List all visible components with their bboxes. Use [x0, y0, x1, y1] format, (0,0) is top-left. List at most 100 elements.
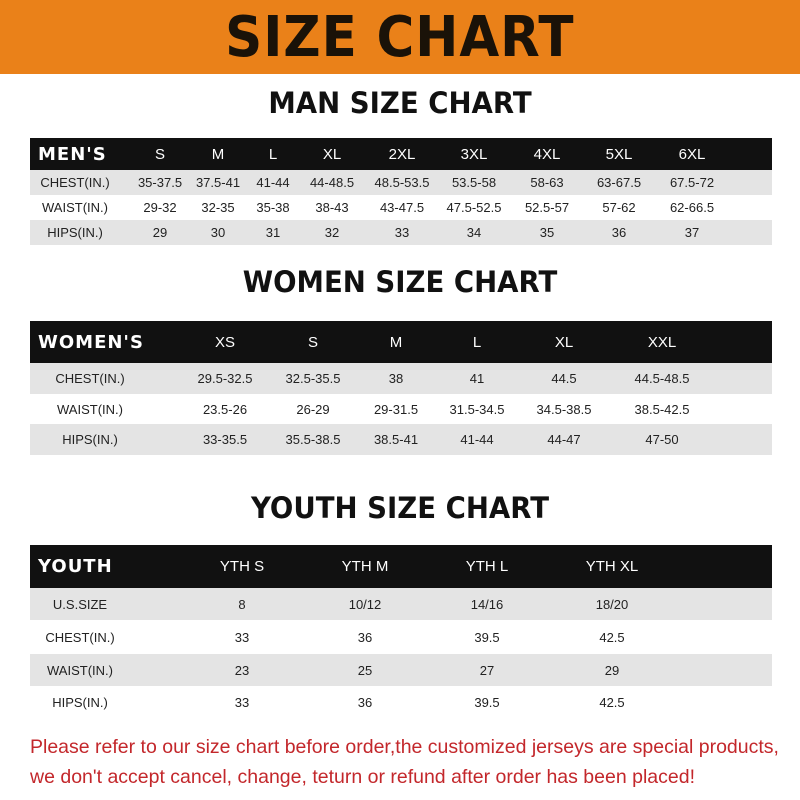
size-value-cell: 8 [238, 596, 246, 612]
size-value-cell: 29 [604, 662, 620, 678]
size-value-cell: 26-29 [296, 401, 330, 417]
table-row: WAIST(IN.) 29-32 32-35 35-38 38-43 43-47.5 47.… [30, 195, 772, 220]
size-header-cell: S [154, 145, 166, 163]
table-row: U.S.SIZE 8 10/12 14/16 18/20 [30, 588, 772, 620]
table-title-cell: YOUTH [38, 556, 113, 577]
size-header-cell: 3XL [460, 145, 488, 163]
size-value-cell: 41 [469, 371, 485, 386]
table-header-row: MEN'S S M L XL 2XL 3XL 4XL 5XL 6XL [30, 138, 772, 170]
table-row: CHEST(IN.) 33 36 39.5 42.5 [30, 620, 772, 654]
size-value-cell: 31 [265, 225, 281, 240]
size-value-cell: 63-67.5 [596, 175, 642, 190]
size-value-cell: 33 [394, 225, 410, 240]
size-value-cell: 44.5 [551, 371, 577, 386]
size-value-cell: 33 [234, 629, 250, 645]
measurement-label: CHEST(IN.) [55, 371, 125, 386]
size-value-cell: 41-44 [256, 175, 290, 190]
men-chart-title: MAN SIZE CHART [268, 86, 532, 120]
size-header-cell: 2XL [388, 145, 416, 163]
size-header-cell: YTH L [465, 558, 509, 575]
measurement-label: CHEST(IN.) [45, 629, 115, 645]
size-value-cell: 36 [357, 694, 373, 710]
size-value-cell: 42.5 [599, 694, 625, 710]
measurement-label: HIPS(IN.) [52, 694, 108, 710]
banner-title: SIZE CHART [225, 4, 575, 70]
measurement-label: U.S.SIZE [52, 596, 108, 612]
youth-chart-title: YOUTH SIZE CHART [250, 491, 550, 525]
size-value-cell: 47-50 [645, 432, 679, 447]
notice-line-1: Please refer to our size chart before or… [30, 736, 779, 758]
size-value-cell: 23.5-26 [202, 401, 248, 417]
notice-line-2: we don't accept cancel, change, teturn o… [30, 766, 695, 788]
size-value-cell: 62-66.5 [669, 200, 715, 215]
size-value-cell: 23 [234, 662, 250, 678]
size-value-cell: 33-35.5 [202, 432, 248, 447]
size-value-cell: 37 [684, 225, 700, 240]
table-row: HIPS(IN.) 33-35.5 35.5-38.5 38.5-41 41-44 44-… [30, 424, 772, 455]
size-value-cell: 38 [388, 371, 404, 386]
size-value-cell: 34 [466, 225, 482, 240]
size-value-cell: 42.5 [599, 629, 625, 645]
size-header-cell: XL [322, 145, 342, 163]
size-header-cell: YTH S [219, 558, 265, 575]
size-chart-banner: SIZE CHART [0, 0, 800, 74]
size-value-cell: 44-48.5 [309, 175, 355, 190]
measurement-label: WAIST(IN.) [42, 200, 108, 215]
size-value-cell: 48.5-53.5 [374, 175, 430, 190]
size-value-cell: 38-43 [315, 200, 349, 215]
size-header-cell: L [268, 145, 278, 163]
size-value-cell: 41-44 [460, 432, 494, 447]
table-row: WAIST(IN.) 23 25 27 29 [30, 654, 772, 686]
size-header-cell: S [307, 333, 319, 351]
size-value-cell: 44.5-48.5 [634, 371, 690, 386]
measurement-label: WAIST(IN.) [57, 401, 123, 417]
size-header-cell: M [389, 333, 403, 351]
size-header-cell: 6XL [678, 145, 706, 163]
size-value-cell: 35-38 [256, 200, 290, 215]
women-chart-title: WOMEN SIZE CHART [242, 265, 558, 299]
size-value-cell: 38.5-41 [373, 432, 419, 447]
size-value-cell: 39.5 [474, 694, 500, 710]
size-value-cell: 43-47.5 [379, 200, 425, 215]
size-value-cell: 29-31.5 [373, 401, 419, 417]
table-row: CHEST(IN.) 35-37.5 37.5-41 41-44 44-48.5 48.5… [30, 170, 772, 195]
size-header-cell: M [211, 145, 225, 163]
size-value-cell: 36 [357, 629, 373, 645]
size-value-cell: 35-37.5 [137, 175, 183, 190]
size-header-cell: XS [214, 333, 236, 351]
table-row: HIPS(IN.) 33 36 39.5 42.5 [30, 686, 772, 718]
measurement-label: WAIST(IN.) [47, 662, 113, 678]
size-value-cell: 32 [324, 225, 340, 240]
size-value-cell: 29-32 [143, 200, 177, 215]
size-value-cell: 33 [234, 694, 250, 710]
size-value-cell: 27 [479, 662, 495, 678]
size-value-cell: 29.5-32.5 [197, 371, 253, 386]
size-value-cell: 47.5-52.5 [446, 200, 502, 215]
size-value-cell: 34.5-38.5 [536, 401, 592, 417]
table-header-row: YOUTH YTH S YTH M YTH L YTH XL [30, 545, 772, 588]
size-value-cell: 39.5 [474, 629, 500, 645]
table-title-cell: WOMEN'S [38, 331, 144, 353]
size-value-cell: 31.5-34.5 [449, 401, 505, 417]
table-row: CHEST(IN.) 29.5-32.5 32.5-35.5 38 41 44.5 44.5… [30, 363, 772, 394]
size-value-cell: 10/12 [348, 596, 382, 612]
size-value-cell: 29 [152, 225, 168, 240]
measurement-label: CHEST(IN.) [40, 175, 110, 190]
table-title-cell: MEN'S [38, 143, 107, 165]
size-value-cell: 53.5-58 [451, 175, 497, 190]
size-value-cell: 67.5-72 [669, 175, 715, 190]
table-row: HIPS(IN.) 29 30 31 32 33 34 35 36 37 [30, 220, 772, 245]
table-row: WAIST(IN.) 23.5-26 26-29 29-31.5 31.5-34.5 34… [30, 394, 772, 424]
size-value-cell: 58-63 [530, 175, 564, 190]
size-value-cell: 32-35 [201, 200, 235, 215]
size-value-cell: 35.5-38.5 [285, 432, 341, 447]
measurement-label: HIPS(IN.) [47, 225, 103, 240]
size-value-cell: 38.5-42.5 [634, 401, 690, 417]
size-header-cell: L [472, 333, 482, 351]
size-value-cell: 36 [611, 225, 627, 240]
size-value-cell: 52.5-57 [524, 200, 570, 215]
measurement-label: HIPS(IN.) [62, 432, 118, 447]
size-header-cell: XXL [647, 333, 677, 351]
order-notice: Please refer to our size chart before or… [30, 732, 790, 792]
size-header-cell: XL [554, 333, 574, 351]
